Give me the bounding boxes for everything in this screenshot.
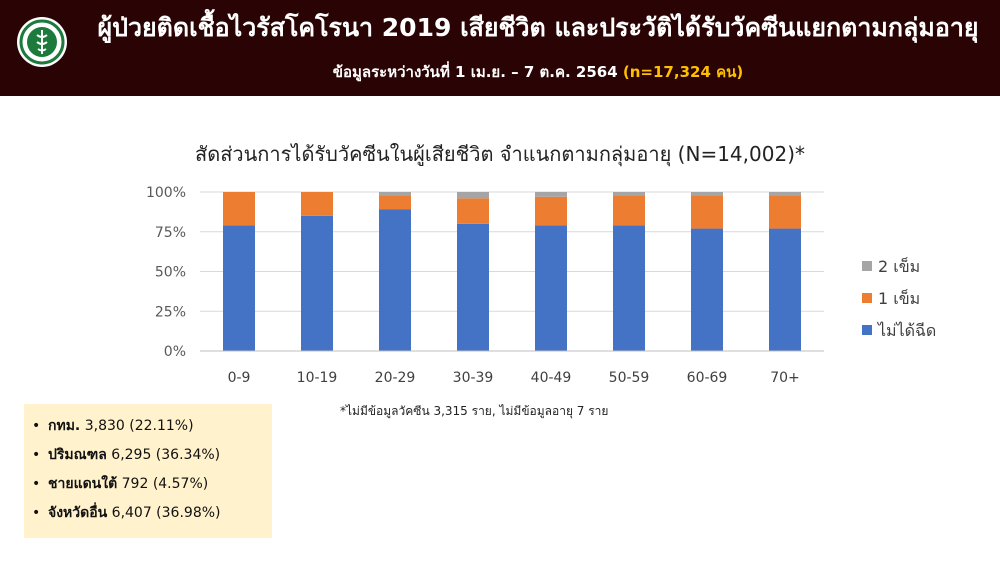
bullet-icon: • (32, 418, 41, 434)
bar-segment (301, 192, 333, 216)
y-tick-label: 0% (164, 344, 186, 360)
y-tick-label: 100% (146, 185, 186, 201)
region-summary-box: • กทม. 3,830 (22.11%) • ปริมณฑล 6,295 (36.… (24, 404, 272, 538)
region-value: 6,407 (36.98%) (111, 505, 221, 521)
region-value: 792 (4.57%) (121, 476, 209, 492)
bar-segment (535, 225, 567, 351)
x-tick-label: 20-29 (375, 370, 416, 386)
bar-segment (379, 209, 411, 351)
region-item: • ชายแดนใต้ 792 (4.57%) (32, 470, 272, 499)
page-title: ผู้ป่วยติดเชื้อไวรัสโคโรนา 2019 เสียชีวิ… (97, 13, 979, 42)
legend-swatch (862, 325, 872, 335)
region-value: 3,830 (22.11%) (84, 418, 194, 434)
x-tick-label: 50-59 (609, 370, 650, 386)
x-tick-label: 70+ (770, 370, 800, 386)
region-item: • กทม. 3,830 (22.11%) (32, 412, 272, 441)
bar-segment (457, 198, 489, 224)
x-tick-label: 10-19 (297, 370, 338, 386)
moph-emblem-icon (17, 17, 67, 67)
region-value: 6,295 (36.34%) (111, 447, 221, 463)
bar-segment (535, 196, 567, 226)
bar-segment (223, 225, 255, 351)
y-tick-label: 25% (155, 304, 186, 320)
page-subtitle: ข้อมูลระหว่างวันที่ 1 เม.ย. – 7 ต.ค. 256… (88, 60, 988, 84)
bar-segment (769, 192, 801, 196)
bar-segment (379, 195, 411, 210)
bar-segment (379, 192, 411, 196)
bar-segment (457, 223, 489, 351)
bar-segment (613, 225, 645, 351)
subtitle-date-range: ข้อมูลระหว่างวันที่ 1 เม.ย. – 7 ต.ค. 256… (332, 63, 618, 81)
legend-swatch (862, 261, 872, 271)
legend-label: ไม่ได้ฉีด (876, 321, 936, 340)
x-tick-label: 30-39 (453, 370, 494, 386)
subtitle-sample-size: (n=17,324 คน) (622, 63, 744, 81)
x-tick-label: 0-9 (228, 370, 251, 386)
legend-label: 1 เข็ม (878, 288, 920, 308)
legend-swatch (862, 293, 872, 303)
region-label: ปริมณฑล (48, 447, 107, 463)
y-tick-label: 75% (155, 225, 186, 241)
bullet-icon: • (32, 447, 41, 463)
header-bar: ผู้ป่วยติดเชื้อไวรัสโคโรนา 2019 เสียชีวิ… (0, 0, 1000, 96)
chart-title: สัดส่วนการได้รับวัคซีนในผู้เสียชีวิต จำแ… (195, 142, 805, 166)
region-label: กทม. (48, 418, 81, 434)
bar-segment (691, 195, 723, 229)
bar-segment (691, 228, 723, 351)
bar-segment (223, 192, 255, 226)
x-tick-label: 60-69 (687, 370, 728, 386)
legend-label: 2 เข็ม (878, 256, 920, 276)
bullet-icon: • (32, 505, 41, 521)
region-label: ชายแดนใต้ (48, 476, 118, 492)
region-item: • จังหวัดอื่น 6,407 (36.98%) (32, 499, 272, 528)
region-label: จังหวัดอื่น (48, 505, 108, 521)
bar-segment (691, 192, 723, 196)
bullet-icon: • (32, 476, 41, 492)
y-tick-label: 50% (155, 265, 186, 281)
bar-segment (535, 192, 567, 197)
bar-segment (769, 195, 801, 229)
bar-segment (613, 192, 645, 196)
region-item: • ปริมณฑล 6,295 (36.34%) (32, 441, 272, 470)
bar-segment (769, 228, 801, 351)
chart-footnote: *ไม่มีข้อมูลวัคซีน 3,315 ราย, ไม่มีข้อมู… (340, 404, 609, 418)
x-tick-label: 40-49 (531, 370, 572, 386)
bar-segment (457, 192, 489, 199)
bar-segment (613, 195, 645, 226)
bar-segment (301, 215, 333, 351)
